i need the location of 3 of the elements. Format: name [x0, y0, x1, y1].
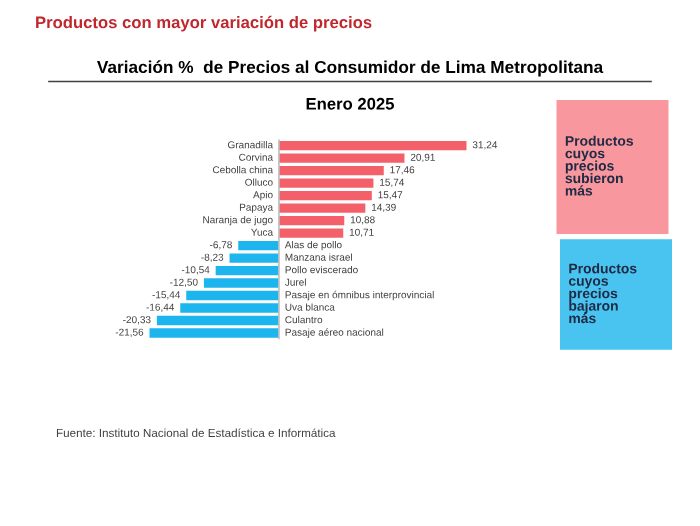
text: Productos con mayor variación de precios — [36, 15, 372, 32]
chart-subtitle: Enero 2025 — [306, 97, 395, 110]
chart-title: Variación % de Precios al Consumidor de Lima Metropolitana — [97, 60, 604, 77]
